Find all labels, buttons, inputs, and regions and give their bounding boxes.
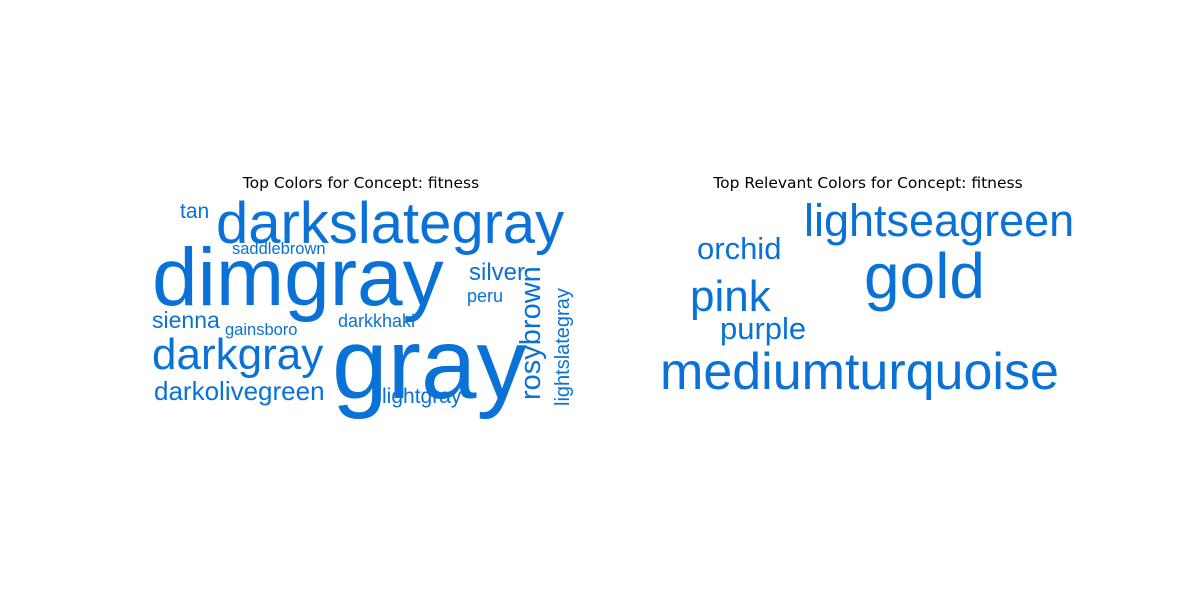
word-gainsboro: gainsboro (225, 321, 297, 339)
word-darkkhaki: darkkhaki (338, 311, 415, 331)
word-pink: pink (690, 272, 772, 321)
word-peru: peru (467, 286, 503, 306)
word-darkolivegreen: darkolivegreen (154, 376, 325, 406)
word-sienna: sienna (152, 307, 220, 333)
word-mediumturquoise: mediumturquoise (660, 343, 1059, 401)
word-tan: tan (180, 200, 209, 223)
word-orchid: orchid (697, 231, 781, 266)
word-gray: gray (332, 308, 527, 420)
word-lightslategray: lightslategray (552, 288, 574, 406)
right-word-cloud: gold mediumturquoise lightseagreen pink orch… (660, 195, 1074, 401)
word-purple: purple (720, 311, 806, 346)
word-darkgray: darkgray (152, 330, 323, 379)
right-panel-title: Top Relevant Colors for Concept: fitness (713, 174, 1023, 192)
word-silver: silver (469, 259, 525, 286)
word-lightgray: lightgray (382, 385, 462, 408)
word-dimgray: dimgray (152, 232, 444, 323)
word-darkslategray: darkslategray (216, 191, 564, 256)
word-saddlebrown: saddlebrown (232, 240, 326, 258)
left-panel-title: Top Colors for Concept: fitness (242, 174, 480, 192)
word-gold: gold (864, 240, 985, 312)
word-rosybrown: rosybrown (515, 266, 547, 400)
word-lightseagreen: lightseagreen (804, 195, 1074, 246)
